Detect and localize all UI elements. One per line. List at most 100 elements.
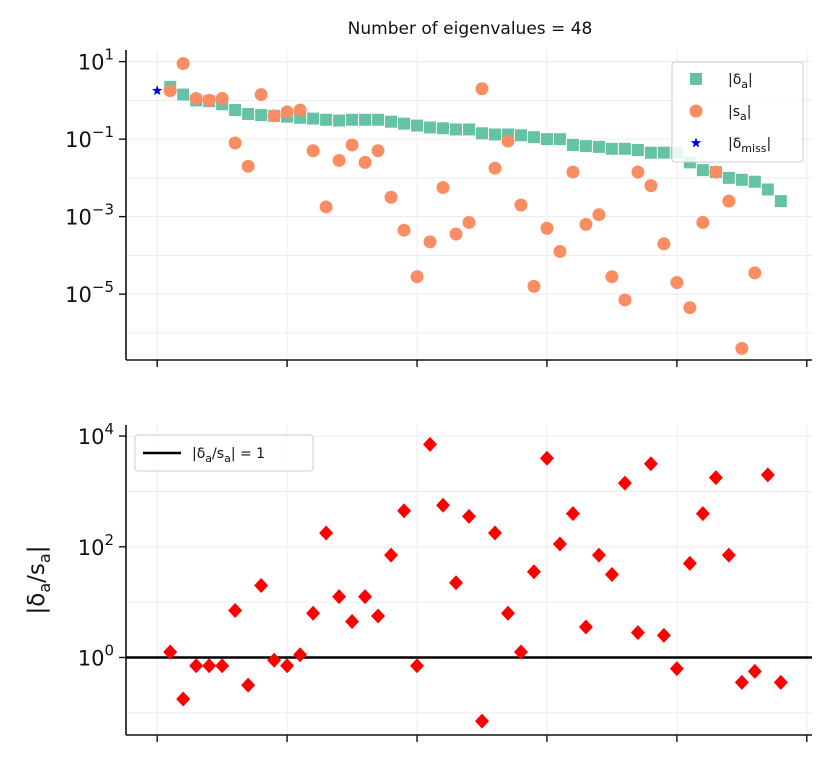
circle-point — [423, 235, 437, 249]
circle-point — [540, 221, 554, 235]
diamond-point — [189, 658, 204, 674]
circle-point — [657, 237, 671, 251]
legend-marker — [690, 137, 702, 148]
diamond-point — [215, 658, 230, 674]
circle-point — [410, 270, 424, 284]
y-tick-exponent: −5 — [92, 278, 114, 296]
y-tick-base: 10 — [78, 536, 105, 560]
circle-point — [332, 153, 346, 167]
square-point — [437, 122, 450, 135]
y-axis-label-part: /s — [24, 563, 50, 583]
diamond-point — [734, 674, 749, 690]
circle-point — [293, 103, 307, 117]
square-point — [540, 133, 553, 146]
diamond-point — [513, 644, 528, 660]
circle-point — [254, 88, 268, 102]
legend-label-sub: a — [740, 110, 747, 123]
y-axis-label-sub: a — [35, 583, 54, 593]
y-tick-exponent: 0 — [104, 642, 114, 660]
legend-label-part: /s — [212, 446, 224, 462]
legend-label-sub: miss — [741, 142, 767, 155]
diamond-point — [565, 506, 580, 522]
square-point — [735, 173, 748, 186]
y-tick-base: 10 — [65, 206, 92, 230]
diamond-point — [747, 663, 762, 679]
diamond-point — [552, 536, 567, 552]
diamond-point — [319, 525, 334, 541]
circle-point — [514, 198, 528, 212]
diamond-point — [487, 525, 502, 541]
circle-point — [696, 215, 710, 229]
square-point — [424, 121, 437, 134]
circle-point — [397, 223, 411, 237]
series-star — [151, 85, 163, 96]
diamond-point — [410, 658, 425, 674]
square-point — [255, 109, 268, 122]
diamond-point — [591, 547, 606, 563]
square-point — [514, 129, 527, 142]
circle-point — [241, 159, 255, 173]
series-circle — [163, 57, 762, 355]
legend-label-part: | — [767, 136, 772, 152]
square-point — [372, 113, 385, 126]
circle-point — [644, 179, 658, 193]
circle-point — [579, 217, 593, 231]
y-tick-label: 100 — [78, 642, 114, 671]
square-point — [566, 138, 579, 151]
diamond-point — [449, 575, 464, 591]
square-point — [761, 183, 774, 196]
y-tick-base: 10 — [78, 425, 105, 449]
circle-point — [670, 276, 684, 289]
diamond-point — [267, 652, 282, 668]
circle-point — [592, 208, 606, 222]
diamond-point — [371, 608, 386, 624]
diamond-point — [358, 589, 373, 605]
circle-point — [280, 105, 294, 119]
legend-label-part: |δ — [728, 72, 741, 88]
circle-point — [605, 270, 619, 284]
diamond-point — [436, 497, 451, 513]
square-point — [229, 104, 242, 117]
legend-label-part: | — [748, 72, 753, 88]
diamond-point — [332, 589, 347, 605]
legend-label-part: | = 1 — [231, 446, 265, 462]
square-point — [320, 113, 333, 126]
legend-box — [134, 434, 314, 472]
square-point — [398, 117, 411, 130]
diamond-point — [539, 450, 554, 466]
circle-point — [189, 91, 203, 105]
square-point — [488, 128, 501, 141]
diamond-point — [228, 602, 243, 618]
square-point — [385, 115, 398, 128]
square-point — [450, 123, 463, 136]
diamond-point — [500, 605, 515, 621]
series-diamond — [163, 436, 788, 729]
y-axis-label-part: |δ — [24, 593, 50, 615]
circle-point — [475, 82, 489, 96]
square-point — [631, 143, 644, 156]
y-tick-base: 10 — [65, 283, 92, 307]
square-point — [618, 142, 631, 155]
circle-point — [436, 181, 450, 195]
circle-point — [176, 57, 190, 71]
square-point — [644, 146, 657, 159]
circle-point — [202, 93, 216, 107]
y-tick-exponent: −1 — [92, 123, 114, 141]
y-tick-label: 101 — [78, 46, 114, 75]
diamond-point — [345, 614, 360, 630]
legend-label: |δa/sa| = 1 — [192, 446, 265, 465]
y-tick-label: 10−5 — [65, 278, 114, 307]
diamond-point — [721, 547, 736, 563]
y-tick-label: 10−3 — [65, 201, 114, 230]
diamond-point — [474, 713, 489, 729]
legend-label-sub: a — [741, 78, 748, 91]
square-point — [411, 119, 424, 132]
circle-point — [553, 245, 567, 258]
legend-marker — [690, 73, 702, 85]
square-point — [748, 175, 761, 188]
diamond-point — [397, 503, 412, 519]
diamond-point — [760, 467, 775, 483]
y-tick-exponent: 1 — [104, 46, 114, 64]
diamond-point — [669, 661, 684, 677]
